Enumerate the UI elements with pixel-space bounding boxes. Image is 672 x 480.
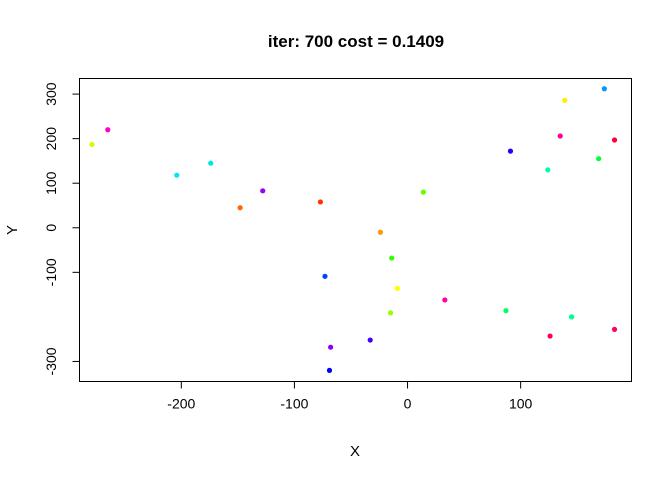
x-axis: -200 -100 0 100 [167,381,533,412]
chart-title: iter: 700 cost = 0.1409 [268,32,444,51]
data-point [394,285,400,291]
data-point [389,255,395,261]
data-point [611,137,618,143]
x-tick-label: 100 [509,396,533,412]
data-point [367,337,373,343]
y-tick-label: 0 [43,224,59,232]
data-point [503,308,509,314]
data-point [89,141,95,148]
y-axis: -300 -100 0 100 200 300 [43,82,80,375]
data-point [568,314,575,320]
data-point [507,148,514,154]
data-point [208,160,214,166]
data-point [105,127,111,133]
data-point [611,326,618,332]
y-tick-label: 200 [43,127,59,151]
y-tick-label: 300 [43,82,59,106]
data-point [601,86,607,92]
data-point [562,97,568,103]
y-tick-label: 100 [43,171,59,195]
data-point [174,172,180,178]
plot-frame [79,78,632,382]
x-axis-label: X [350,443,360,460]
data-point [328,344,334,350]
x-tick-label: -200 [167,396,195,412]
data-point [237,205,243,211]
data-point [326,367,333,373]
data-point [547,333,553,339]
y-axis-label: Y [4,225,21,235]
data-point [596,156,602,162]
x-tick-label: 0 [404,396,412,412]
x-tick-label: -100 [280,396,308,412]
data-point [377,229,383,235]
data-point [322,273,328,279]
y-tick-label: -100 [43,258,59,286]
data-point [557,133,563,139]
data-point [317,199,324,205]
data-point [260,188,266,194]
data-point [442,297,448,303]
data-point [545,167,551,173]
y-tick-label: -300 [43,347,59,375]
data-points [89,86,618,373]
data-point [420,189,426,195]
data-point [387,310,394,316]
